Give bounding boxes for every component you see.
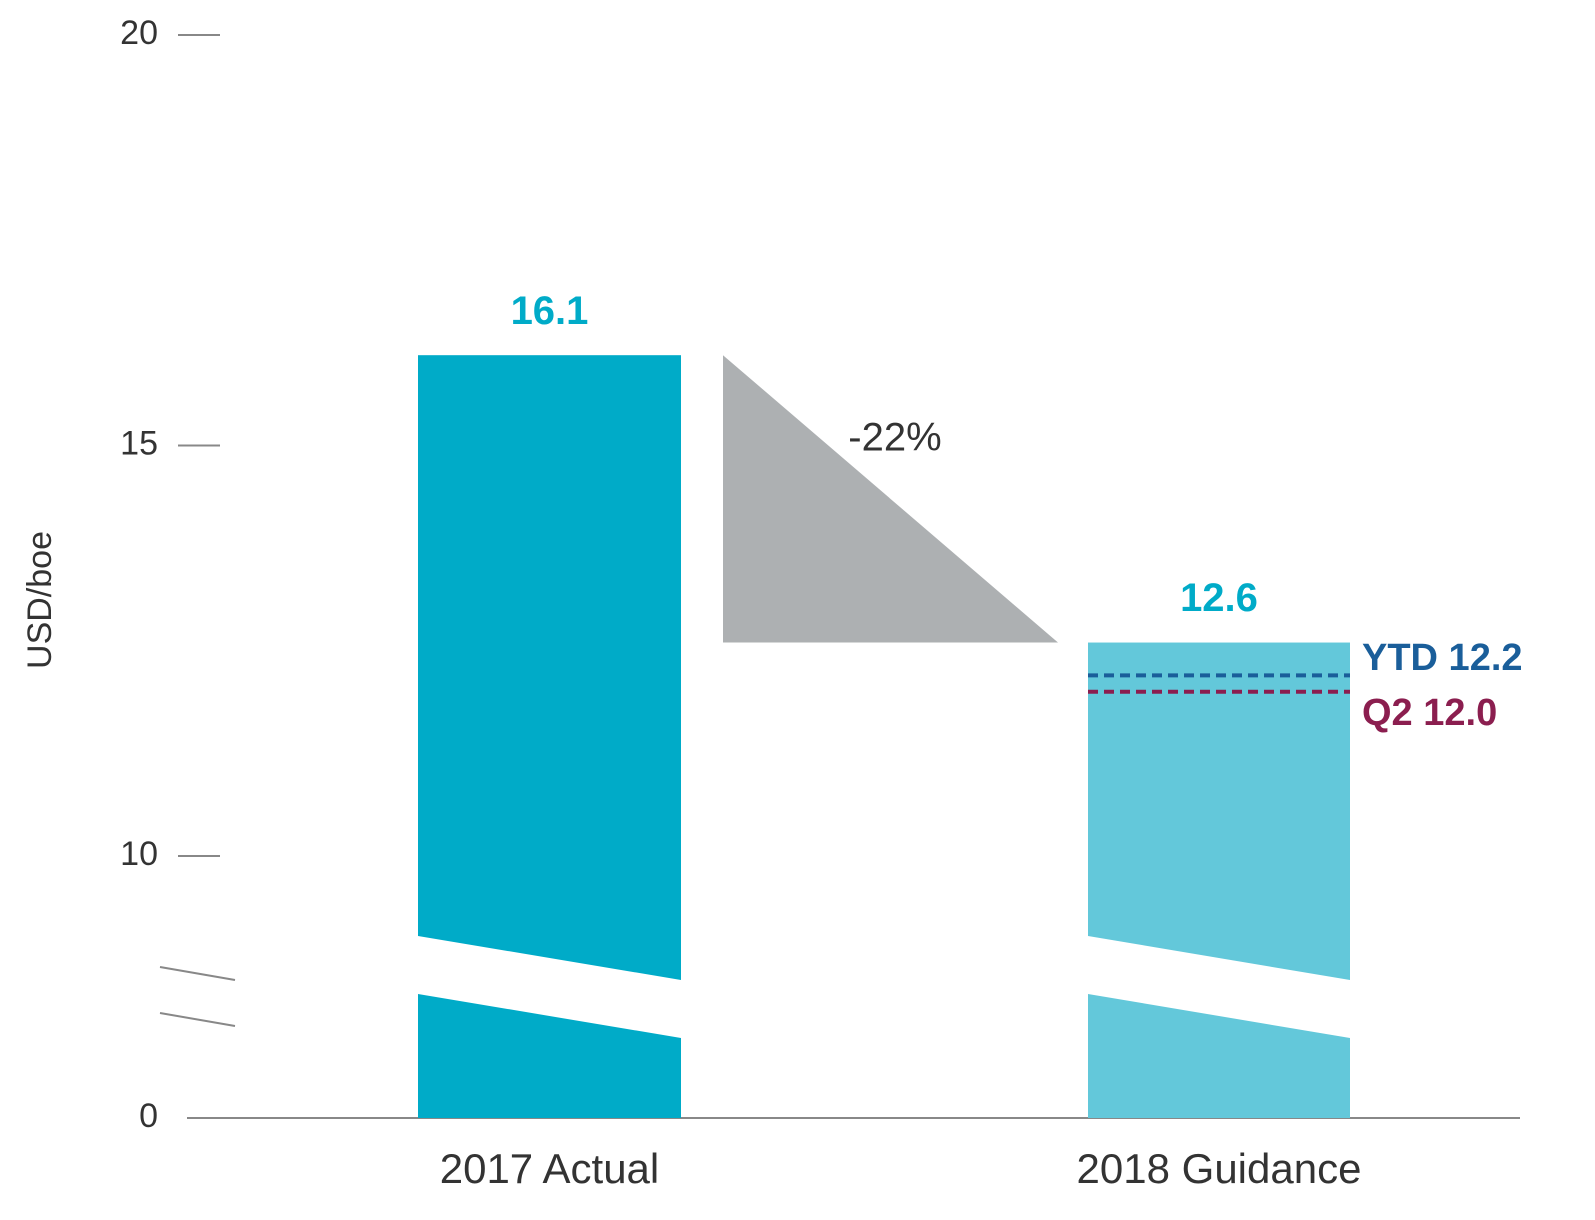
x-tick-label: 2018 Guidance <box>1077 1145 1362 1192</box>
change-label: -22% <box>848 416 941 460</box>
y-axis-label: USD/boe <box>21 531 59 669</box>
axis-break-gap <box>1088 936 1350 1038</box>
bar <box>1088 642 1350 1118</box>
y-tick-label: 0 <box>139 1097 158 1135</box>
axis-break-mark <box>159 966 236 981</box>
value-label: 12.6 <box>1180 576 1258 620</box>
reference-label: YTD 12.2 <box>1362 637 1523 679</box>
value-label: 16.1 <box>511 289 589 333</box>
axis-break-mark <box>159 1012 236 1027</box>
y-tick-label: 15 <box>120 424 158 462</box>
y-tick-label: 20 <box>120 14 158 52</box>
axis-break-gap <box>418 936 681 1038</box>
change-triangle <box>723 355 1058 643</box>
reference-label: Q2 12.0 <box>1362 692 1497 734</box>
x-tick-label: 2017 Actual <box>440 1145 660 1192</box>
y-tick-label: 10 <box>120 835 158 873</box>
